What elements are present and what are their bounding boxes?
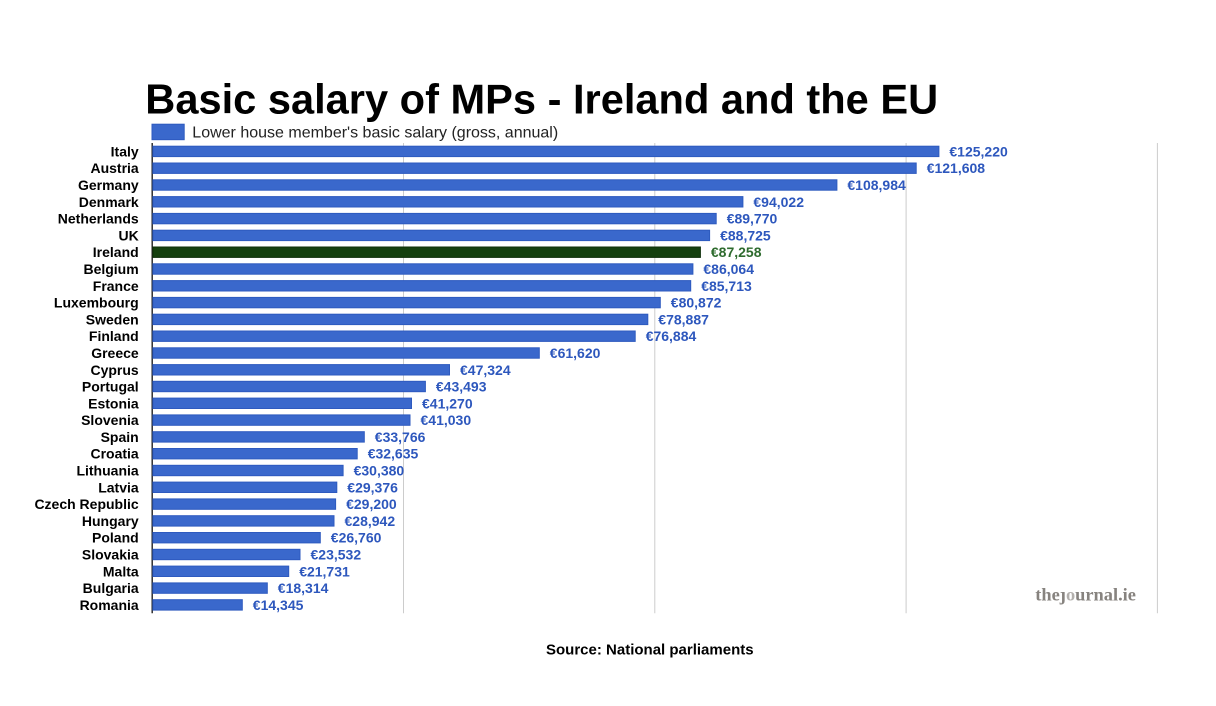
svg-text:Ireland: Ireland: [93, 244, 139, 260]
svg-text:€61,620: €61,620: [550, 345, 601, 361]
svg-text:€33,766: €33,766: [375, 429, 426, 445]
svg-text:Austria: Austria: [90, 160, 138, 176]
svg-text:Cyprus: Cyprus: [90, 362, 138, 378]
svg-text:Basic salary of MPs - Ireland: Basic salary of MPs - Ireland and the EU: [145, 76, 938, 123]
svg-text:Hungary: Hungary: [82, 513, 139, 529]
svg-text:Netherlands: Netherlands: [58, 211, 139, 227]
svg-text:Greece: Greece: [91, 345, 139, 361]
svg-text:€87,258: €87,258: [711, 244, 762, 260]
svg-text:€41,030: €41,030: [421, 412, 472, 428]
svg-text:Estonia: Estonia: [88, 395, 139, 411]
svg-text:€94,022: €94,022: [753, 194, 804, 210]
svg-text:Lithuania: Lithuania: [76, 463, 138, 479]
svg-text:€41,270: €41,270: [422, 395, 473, 411]
svg-text:Slovenia: Slovenia: [81, 412, 139, 428]
svg-text:Croatia: Croatia: [90, 446, 138, 462]
svg-text:€76,884: €76,884: [646, 328, 697, 344]
svg-text:€43,493: €43,493: [436, 379, 487, 395]
svg-text:theȷournal.ie: theȷournal.ie: [1035, 585, 1136, 605]
svg-text:€121,608: €121,608: [927, 160, 986, 176]
svg-text:Romania: Romania: [80, 597, 139, 613]
svg-text:€85,713: €85,713: [701, 278, 752, 294]
svg-text:Germany: Germany: [78, 177, 139, 193]
svg-text:€80,872: €80,872: [671, 295, 722, 311]
svg-text:UK: UK: [118, 227, 138, 243]
svg-text:Bulgaria: Bulgaria: [83, 580, 139, 596]
svg-text:€18,314: €18,314: [278, 580, 329, 596]
svg-text:€21,731: €21,731: [299, 563, 350, 579]
svg-text:Belgium: Belgium: [83, 261, 138, 277]
svg-text:Malta: Malta: [103, 563, 139, 579]
svg-text:€108,984: €108,984: [847, 177, 906, 193]
svg-text:Source: National parliaments: Source: National parliaments: [546, 642, 754, 659]
svg-text:Slovakia: Slovakia: [82, 547, 139, 563]
svg-text:€32,635: €32,635: [368, 446, 419, 462]
svg-text:€28,942: €28,942: [345, 513, 396, 529]
svg-text:Sweden: Sweden: [86, 311, 139, 327]
svg-text:Luxembourg: Luxembourg: [54, 295, 139, 311]
svg-text:France: France: [93, 278, 139, 294]
svg-text:Italy: Italy: [111, 143, 139, 159]
svg-text:€26,760: €26,760: [331, 530, 382, 546]
svg-text:€29,376: €29,376: [347, 479, 398, 495]
svg-text:Denmark: Denmark: [79, 194, 139, 210]
svg-text:Spain: Spain: [101, 429, 139, 445]
svg-text:€86,064: €86,064: [703, 261, 754, 277]
svg-text:Latvia: Latvia: [98, 479, 139, 495]
svg-text:€78,887: €78,887: [658, 311, 709, 327]
svg-text:Czech Republic: Czech Republic: [34, 496, 138, 512]
svg-text:Finland: Finland: [89, 328, 139, 344]
svg-text:€125,220: €125,220: [949, 143, 1008, 159]
svg-text:€14,345: €14,345: [253, 597, 304, 613]
svg-text:€30,380: €30,380: [354, 463, 405, 479]
svg-text:€89,770: €89,770: [727, 211, 778, 227]
svg-text:€88,725: €88,725: [720, 227, 771, 243]
svg-text:€47,324: €47,324: [460, 362, 511, 378]
svg-text:Poland: Poland: [92, 530, 139, 546]
svg-text:€29,200: €29,200: [346, 496, 397, 512]
svg-text:€23,532: €23,532: [311, 547, 362, 563]
svg-text:Portugal: Portugal: [82, 379, 139, 395]
svg-text:Lower house member's basic sal: Lower house member's basic salary (gross…: [192, 124, 558, 141]
